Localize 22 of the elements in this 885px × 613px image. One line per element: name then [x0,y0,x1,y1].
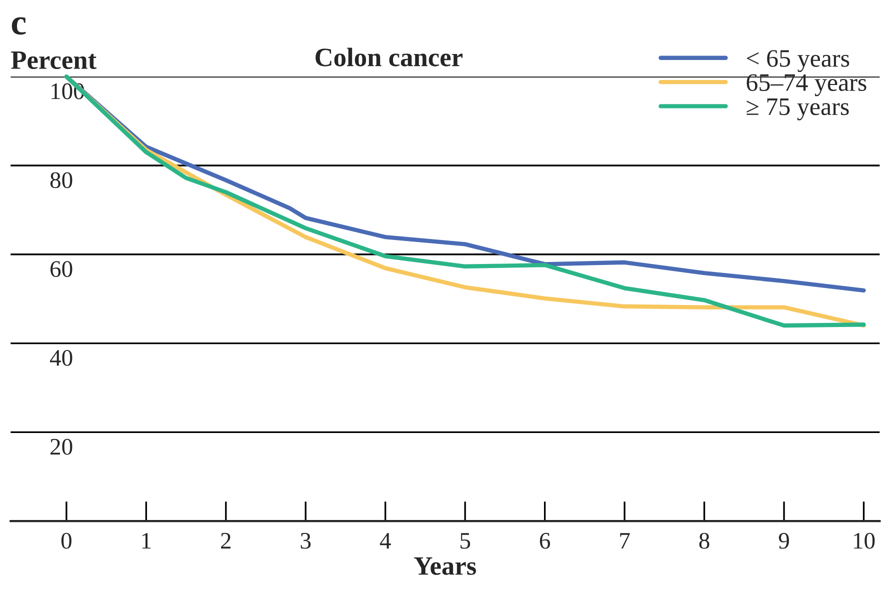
x-tick-label: 6 [540,532,550,549]
y-axis-title: Percent [11,52,96,70]
x-tick-label: 4 [380,533,391,549]
y-tick-label: 80 [50,172,72,188]
x-tick-label: 3 [300,532,311,549]
legend-label: 65–74 years [746,74,866,96]
legend-label: < 65 years [746,50,850,72]
legend-label: ≥ 75 years [746,98,849,120]
y-tick-label: 40 [50,350,72,366]
x-tick-label: 2 [221,532,230,549]
text: c [12,17,26,35]
x-tick-label: 7 [620,533,630,549]
chart-title: Colon cancer [316,48,462,66]
y-tick-label: 60 [50,261,72,278]
x-tick-label: 5 [460,533,470,549]
x-tick-label: 1 [142,532,151,549]
x-tick-label: 0 [61,532,72,549]
x-axis-title: Years [414,557,476,575]
x-tick-label: 8 [699,532,710,549]
x-tick-label: 10 [854,532,875,549]
y-tick-label: 20 [50,438,72,455]
x-tick-label: 9 [778,532,789,549]
